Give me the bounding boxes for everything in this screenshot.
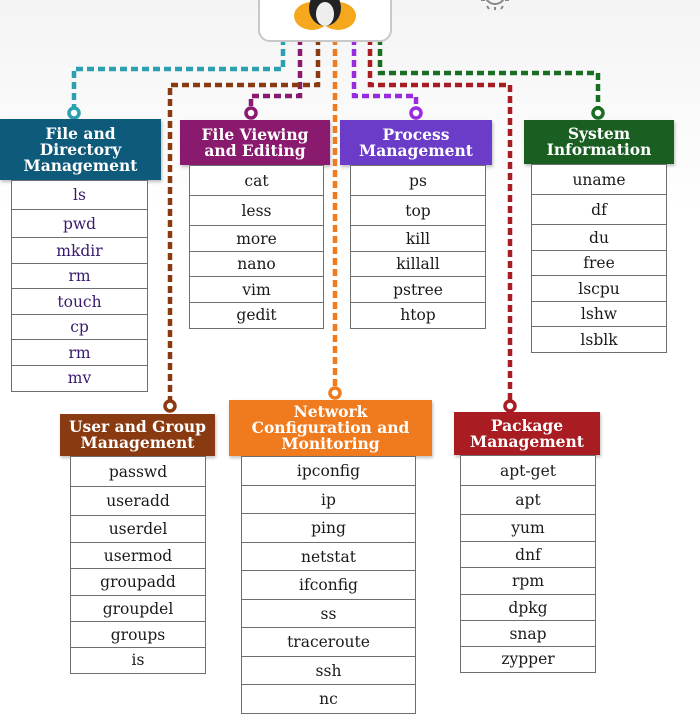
- command-cell: cat: [189, 165, 324, 196]
- category-header-file-directory: File and Directory Management: [0, 119, 161, 180]
- command-list-user-group: passwd useradd userdel usermod groupadd …: [70, 456, 206, 674]
- command-list-file-viewing: cat less more nano vim gedit: [189, 165, 324, 329]
- command-cell: pstree: [350, 276, 486, 303]
- command-cell: lscpu: [531, 275, 667, 302]
- command-list-process: ps top kill killall pstree htop: [350, 165, 486, 329]
- linux-tux-icon: [294, 0, 356, 30]
- connector-system: [377, 38, 601, 112]
- command-cell: ipconfig: [241, 456, 416, 486]
- command-cell: ps: [350, 165, 486, 196]
- connector-process: [351, 38, 419, 112]
- category-header-network: Network Configuration and Monitoring: [229, 400, 432, 456]
- command-cell: nano: [189, 250, 324, 278]
- command-cell: killall: [350, 250, 486, 278]
- command-cell: df: [531, 193, 667, 226]
- command-cell: touch: [11, 288, 148, 315]
- command-cell: snap: [460, 620, 596, 647]
- connector-file-view: [248, 38, 303, 112]
- command-cell: useradd: [70, 485, 206, 517]
- command-cell: ssh: [241, 655, 416, 686]
- command-cell: groupdel: [70, 594, 206, 623]
- command-list-package: apt-get apt yum dnf rpm dpkg snap zypper: [460, 455, 596, 673]
- command-cell: ls: [11, 180, 148, 210]
- node-network: [328, 386, 342, 400]
- connector-package: [367, 38, 513, 405]
- command-cell: ping: [241, 513, 416, 543]
- command-cell: dnf: [460, 540, 596, 569]
- command-cell: rm: [11, 262, 148, 290]
- command-cell: uname: [531, 164, 667, 195]
- command-cell: traceroute: [241, 627, 416, 657]
- command-cell: yum: [460, 514, 596, 542]
- linux-logo: [258, 0, 392, 42]
- command-cell: mv: [11, 364, 148, 392]
- command-cell: less: [189, 194, 324, 227]
- command-cell: rm: [11, 339, 148, 366]
- command-cell: userdel: [70, 515, 206, 543]
- command-cell: mkdir: [11, 237, 148, 264]
- category-header-process: Process Management: [340, 120, 492, 165]
- command-cell: ss: [241, 598, 416, 629]
- node-system: [591, 106, 605, 120]
- command-cell: cp: [11, 313, 148, 341]
- gear-icon: [481, 0, 509, 10]
- command-list-system: uname df du free lscpu lshw lsblk: [531, 164, 667, 353]
- command-cell: du: [531, 224, 667, 251]
- category-header-system: System Information: [524, 120, 674, 164]
- node-process: [409, 106, 423, 120]
- node-package: [503, 399, 517, 413]
- command-cell: free: [531, 249, 667, 277]
- command-cell: lshw: [531, 300, 667, 328]
- command-cell: rpm: [460, 567, 596, 595]
- command-cell: groups: [70, 621, 206, 648]
- command-cell: apt-get: [460, 455, 596, 486]
- command-cell: nc: [241, 684, 416, 714]
- category-header-file-viewing: File Viewing and Editing: [180, 120, 330, 165]
- command-cell: groupadd: [70, 568, 206, 596]
- category-header-user-group: User and Group Management: [60, 414, 215, 456]
- node-file-dir: [67, 106, 81, 120]
- command-cell: ifconfig: [241, 570, 416, 600]
- command-cell: pwd: [11, 208, 148, 239]
- command-cell: apt: [460, 484, 596, 516]
- command-cell: usermod: [70, 541, 206, 570]
- command-cell: top: [350, 194, 486, 227]
- connector-user-group: [167, 38, 321, 405]
- command-cell: netstat: [241, 541, 416, 572]
- command-cell: is: [70, 646, 206, 674]
- command-cell: zypper: [460, 645, 596, 673]
- command-cell: ip: [241, 484, 416, 515]
- command-cell: more: [189, 225, 324, 252]
- node-user-group: [163, 399, 177, 413]
- command-cell: passwd: [70, 456, 206, 487]
- command-cell: lsblk: [531, 326, 667, 353]
- command-list-file-directory: ls pwd mkdir rm touch cp rm mv: [11, 180, 148, 392]
- command-list-network: ipconfig ip ping netstat ifconfig ss tra…: [241, 456, 416, 714]
- category-header-package: Package Management: [454, 412, 600, 455]
- node-file-view: [244, 106, 258, 120]
- command-cell: kill: [350, 225, 486, 252]
- command-cell: dpkg: [460, 593, 596, 622]
- command-cell: vim: [189, 276, 324, 303]
- connector-file-dir: [71, 38, 286, 112]
- command-cell: htop: [350, 301, 486, 329]
- command-cell: gedit: [189, 301, 324, 329]
